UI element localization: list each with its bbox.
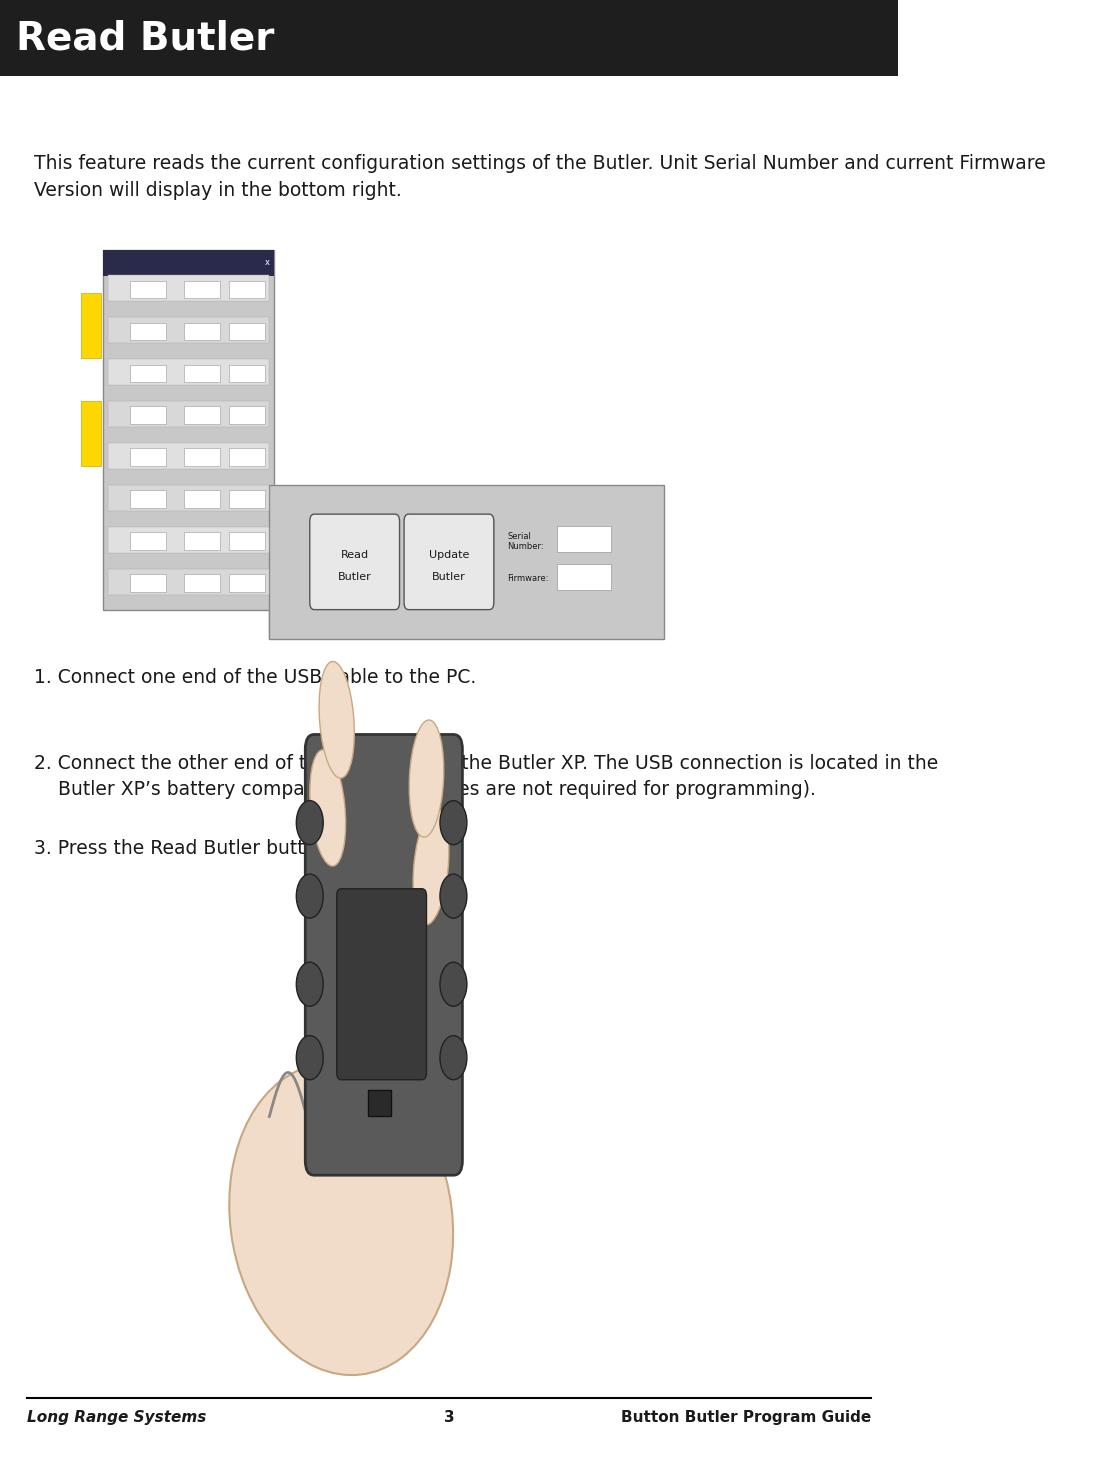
FancyBboxPatch shape (81, 401, 101, 466)
Ellipse shape (409, 720, 444, 837)
Polygon shape (269, 485, 274, 639)
FancyBboxPatch shape (404, 514, 493, 610)
FancyBboxPatch shape (184, 491, 220, 508)
FancyBboxPatch shape (229, 574, 265, 592)
FancyBboxPatch shape (184, 574, 220, 592)
FancyBboxPatch shape (184, 407, 220, 425)
FancyBboxPatch shape (184, 448, 220, 466)
FancyBboxPatch shape (107, 401, 269, 427)
FancyBboxPatch shape (81, 292, 101, 358)
Circle shape (296, 874, 323, 918)
FancyBboxPatch shape (310, 514, 399, 610)
FancyBboxPatch shape (184, 281, 220, 298)
FancyBboxPatch shape (184, 532, 220, 549)
Text: This feature reads the current configuration settings of the Butler. Unit Serial: This feature reads the current configura… (34, 154, 1046, 200)
FancyBboxPatch shape (305, 734, 463, 1175)
Text: 3. Press the Read Butler button.: 3. Press the Read Butler button. (34, 839, 334, 858)
FancyBboxPatch shape (269, 485, 664, 639)
FancyBboxPatch shape (130, 491, 166, 508)
FancyBboxPatch shape (229, 364, 265, 382)
FancyBboxPatch shape (369, 1090, 391, 1116)
Circle shape (440, 801, 467, 845)
Circle shape (296, 801, 323, 845)
FancyBboxPatch shape (107, 526, 269, 552)
FancyBboxPatch shape (107, 569, 269, 595)
Ellipse shape (319, 661, 354, 779)
Ellipse shape (310, 749, 346, 867)
Circle shape (296, 1036, 323, 1080)
FancyBboxPatch shape (107, 485, 269, 511)
FancyBboxPatch shape (557, 564, 610, 591)
FancyBboxPatch shape (229, 323, 265, 341)
FancyBboxPatch shape (103, 250, 274, 276)
FancyBboxPatch shape (229, 491, 265, 508)
FancyBboxPatch shape (130, 532, 166, 549)
Text: x: x (265, 259, 269, 267)
FancyBboxPatch shape (184, 364, 220, 382)
FancyBboxPatch shape (130, 281, 166, 298)
Ellipse shape (230, 1064, 453, 1375)
Text: Butler: Butler (432, 571, 466, 582)
Text: Serial
Number:: Serial Number: (508, 532, 544, 551)
Ellipse shape (414, 808, 449, 925)
FancyBboxPatch shape (229, 532, 265, 549)
FancyBboxPatch shape (229, 281, 265, 298)
Text: Update: Update (429, 549, 469, 560)
FancyBboxPatch shape (130, 323, 166, 341)
FancyBboxPatch shape (0, 0, 898, 76)
FancyBboxPatch shape (107, 317, 269, 344)
Circle shape (440, 874, 467, 918)
Circle shape (440, 1036, 467, 1080)
FancyBboxPatch shape (130, 448, 166, 466)
FancyBboxPatch shape (229, 407, 265, 425)
Text: Read: Read (340, 549, 369, 560)
Text: 2. Connect the other end of the USB cable to the Butler XP. The USB connection i: 2. Connect the other end of the USB cabl… (34, 754, 939, 799)
Text: 3: 3 (444, 1410, 454, 1425)
Text: Read Butler: Read Butler (16, 19, 275, 57)
FancyBboxPatch shape (130, 407, 166, 425)
FancyBboxPatch shape (184, 323, 220, 341)
Circle shape (296, 962, 323, 1006)
Text: Butler: Butler (338, 571, 372, 582)
FancyBboxPatch shape (557, 526, 610, 552)
FancyBboxPatch shape (107, 442, 269, 469)
Text: Button Butler Program Guide: Button Butler Program Guide (620, 1410, 871, 1425)
Circle shape (440, 962, 467, 1006)
FancyBboxPatch shape (337, 889, 427, 1080)
Text: Long Range Systems: Long Range Systems (27, 1410, 207, 1425)
FancyBboxPatch shape (130, 364, 166, 382)
FancyBboxPatch shape (229, 448, 265, 466)
Text: 1. Connect one end of the USB cable to the PC.: 1. Connect one end of the USB cable to t… (34, 668, 476, 687)
FancyBboxPatch shape (107, 275, 269, 301)
FancyBboxPatch shape (107, 358, 269, 385)
FancyBboxPatch shape (130, 574, 166, 592)
Text: Firmware:: Firmware: (508, 573, 549, 583)
FancyBboxPatch shape (103, 250, 274, 610)
